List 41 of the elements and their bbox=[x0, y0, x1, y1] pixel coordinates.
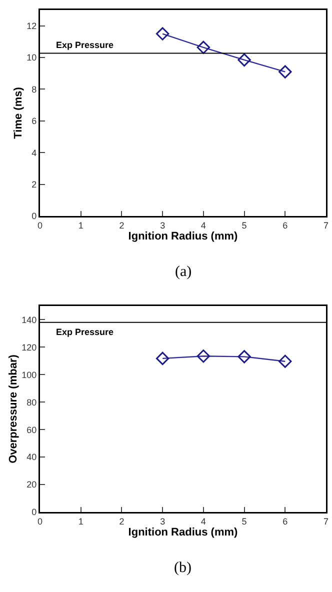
x-tick-label: 7 bbox=[323, 516, 329, 526]
x-tick-label: 1 bbox=[78, 516, 84, 526]
x-tick-label: 2 bbox=[119, 516, 124, 526]
y-tick-label: 20 bbox=[26, 480, 37, 490]
y-tick-label: 4 bbox=[32, 148, 37, 158]
y-tick-label: 120 bbox=[22, 342, 37, 352]
point bbox=[156, 27, 170, 40]
point bbox=[278, 65, 292, 78]
y-tick-label: 6 bbox=[32, 116, 37, 126]
y-tick-label: 80 bbox=[26, 397, 37, 408]
y-tick-label: 8 bbox=[32, 84, 37, 94]
x-axis-title: Ignition Radius (mm) bbox=[128, 526, 238, 538]
y-tick-label: 100 bbox=[22, 370, 37, 380]
y-tick-label: 140 bbox=[22, 314, 37, 325]
x-tick-label: 6 bbox=[282, 516, 288, 526]
x-tick-label: 7 bbox=[323, 220, 329, 230]
y-tick-label: 60 bbox=[26, 424, 37, 435]
ref-line-label: Exp Pressure bbox=[56, 327, 114, 337]
x-tick-label: 3 bbox=[160, 516, 166, 526]
x-tick-label: 2 bbox=[119, 220, 124, 230]
y-axis-title: Overpressure (mbar) bbox=[8, 354, 20, 464]
y-tick-label: 2 bbox=[32, 179, 37, 190]
x-tick-label: 5 bbox=[242, 516, 247, 526]
x-tick-label: 4 bbox=[200, 516, 206, 526]
y-tick-label: 0 bbox=[32, 211, 37, 222]
x-tick-label: 6 bbox=[282, 220, 288, 230]
x-axis-title: Ignition Radius (mm) bbox=[128, 230, 238, 242]
ref-line-label: Exp Pressure bbox=[56, 40, 114, 50]
text: (b) bbox=[174, 560, 192, 576]
y-axis-title: Time (ms) bbox=[12, 86, 25, 139]
x-tick-label: 1 bbox=[78, 220, 84, 230]
y-tick-label: 12 bbox=[26, 21, 37, 31]
point bbox=[238, 53, 251, 67]
y-tick-label: 0 bbox=[32, 507, 37, 518]
x-tick-label: 5 bbox=[242, 220, 247, 230]
point bbox=[196, 40, 210, 54]
text: (a) bbox=[175, 264, 192, 280]
y-tick-label: 10 bbox=[26, 52, 37, 63]
x-tick-label: 3 bbox=[160, 220, 166, 230]
y-tick-label: 40 bbox=[26, 452, 37, 462]
x-tick-label: 4 bbox=[200, 220, 206, 230]
